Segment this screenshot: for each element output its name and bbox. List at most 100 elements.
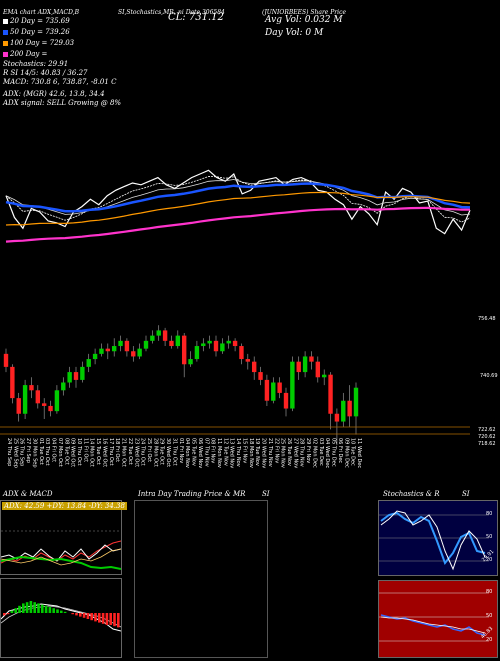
date-label: 01 Fri Nov bbox=[178, 438, 184, 463]
date-label: 23 Wed Oct bbox=[133, 438, 139, 467]
macd-bar bbox=[56, 609, 59, 613]
candle-body bbox=[156, 330, 161, 336]
date-label: 15 Tue Oct bbox=[95, 438, 101, 465]
macd-bar bbox=[94, 613, 97, 622]
macd-bar bbox=[10, 610, 14, 613]
macd-bar bbox=[29, 601, 33, 613]
stochastics-value: Stochastics: 29.91 bbox=[3, 60, 69, 68]
date-label: 30 Mon Sep bbox=[31, 438, 37, 468]
candle-body bbox=[22, 385, 28, 414]
date-label: 30 Wed Oct bbox=[165, 438, 171, 467]
date-axis: 24 Thu Sep 25 Wed Sep 26 Thu Sep 27 Fri Sep… bbox=[6, 438, 362, 468]
avg-volume: Avg Vol: 0.032 M bbox=[265, 15, 343, 25]
candle-body bbox=[105, 348, 111, 352]
date-label: 29 Fri Nov bbox=[305, 438, 311, 463]
candle-body bbox=[118, 340, 123, 347]
macd-bar bbox=[41, 604, 44, 613]
date-label: 19 Tue Nov bbox=[254, 438, 260, 466]
macd-bar bbox=[52, 608, 55, 613]
header-ema-text: EMA chart ADX,MACD,B bbox=[3, 9, 80, 16]
adx-readout: ADX: 42.59 +DY: 13.84 -DY: 34.38 bbox=[2, 502, 127, 510]
rsi-signal-line bbox=[380, 616, 486, 634]
macd-value: MACD: 730.8 6, 738.87, -8.01 C bbox=[3, 78, 117, 86]
candle-body bbox=[73, 372, 79, 380]
candle-body bbox=[283, 392, 289, 409]
date-label: 29 Tue Oct bbox=[159, 438, 165, 465]
date-label: 24 Thu Sep bbox=[6, 438, 12, 466]
macd-bar bbox=[109, 613, 112, 625]
candle-body bbox=[61, 382, 66, 391]
header-stochastic-text: SI,Stochastics,MR bbox=[118, 9, 174, 16]
candle-body bbox=[258, 372, 263, 380]
stoch-d-line bbox=[380, 510, 486, 571]
rsi-value: R SI 14/5: 40.83 / 36.27 bbox=[3, 69, 88, 77]
candle-body bbox=[271, 382, 276, 401]
date-label: 05 Tue Nov bbox=[191, 438, 197, 466]
adx-signal: ADX signal: SELL Growing @ 8% bbox=[3, 99, 122, 107]
ema-short-line bbox=[5, 176, 471, 223]
candle-body bbox=[264, 379, 270, 401]
candle-body bbox=[16, 398, 21, 414]
rsi-chart bbox=[379, 592, 489, 642]
ema100-line bbox=[5, 191, 471, 226]
date-label: 22 Fri Nov bbox=[273, 438, 279, 463]
intraday-title: Intra Day Trading Price & MR bbox=[138, 490, 246, 498]
date-label: 08 Fri Nov bbox=[210, 438, 216, 463]
date-label: 06 Wed Nov bbox=[197, 438, 203, 468]
candle-body bbox=[175, 335, 181, 347]
date-label: 26 Thu Sep bbox=[19, 438, 25, 466]
candle-body bbox=[124, 340, 130, 352]
macd-bar bbox=[37, 603, 40, 613]
intraday-panel bbox=[134, 500, 268, 658]
date-label: 25 Mon Nov bbox=[280, 438, 286, 468]
date-label: 06 Fri Dec bbox=[337, 438, 343, 463]
adx-macd-title: ADX & MACD bbox=[3, 490, 53, 498]
candle-body bbox=[239, 346, 244, 360]
macd-bar bbox=[117, 613, 120, 628]
adx-lines bbox=[1, 530, 121, 570]
candle-body bbox=[334, 413, 340, 422]
day-volume: Day Vol: 0 M bbox=[265, 28, 324, 38]
ema20-swatch bbox=[3, 18, 8, 24]
date-label: 28 Thu Nov bbox=[299, 438, 305, 467]
date-label: 08 Tue Oct bbox=[63, 438, 69, 465]
stoch-label: 80 bbox=[486, 511, 493, 517]
date-label: 02 Mon Dec bbox=[311, 438, 317, 468]
macd-bar bbox=[113, 613, 116, 627]
candle-body bbox=[226, 340, 231, 344]
macd-bar bbox=[14, 608, 17, 613]
macd-bar bbox=[79, 613, 82, 617]
date-label: 10 Tue Dec bbox=[350, 438, 356, 466]
date-label: 21 Mon Oct bbox=[121, 438, 127, 467]
date-label: 24 Thu Oct bbox=[140, 438, 146, 466]
candle-body bbox=[251, 361, 257, 373]
candle-layer bbox=[3, 325, 359, 445]
price-label: 740.69 bbox=[480, 373, 498, 379]
candle-body bbox=[188, 359, 193, 365]
date-label: 09 Wed Oct bbox=[70, 438, 76, 467]
stochastics-panel bbox=[378, 500, 498, 576]
price-label: 720.62 bbox=[478, 434, 496, 440]
candle-body bbox=[296, 361, 301, 373]
header-company-text: (JUNIORBEES) Share Price bbox=[262, 9, 346, 16]
ema20-line bbox=[5, 179, 471, 216]
candle-body bbox=[150, 335, 155, 341]
date-label: 22 Tue Oct bbox=[127, 438, 133, 465]
legend-ema50: 50 Day = 739.26 bbox=[3, 28, 70, 36]
stochastics-right-text: SI bbox=[462, 490, 470, 498]
header-extra-text: ni Date 306584 bbox=[178, 9, 225, 16]
date-label: 25 Wed Sep bbox=[12, 438, 18, 468]
date-label: 18 Fri Oct bbox=[114, 438, 120, 462]
macd-bar bbox=[44, 605, 48, 613]
macd-bar bbox=[71, 613, 74, 615]
date-label: 07 Thu Nov bbox=[203, 438, 209, 467]
candle-body bbox=[67, 372, 72, 383]
candle-body bbox=[194, 346, 200, 360]
macd-bar bbox=[101, 613, 105, 624]
candle-body bbox=[54, 390, 60, 412]
stochastics-chart bbox=[379, 510, 489, 571]
macd-bar bbox=[6, 613, 10, 615]
macd-bar bbox=[63, 611, 67, 613]
macd-bar bbox=[82, 613, 86, 618]
macd-histogram bbox=[3, 601, 120, 628]
